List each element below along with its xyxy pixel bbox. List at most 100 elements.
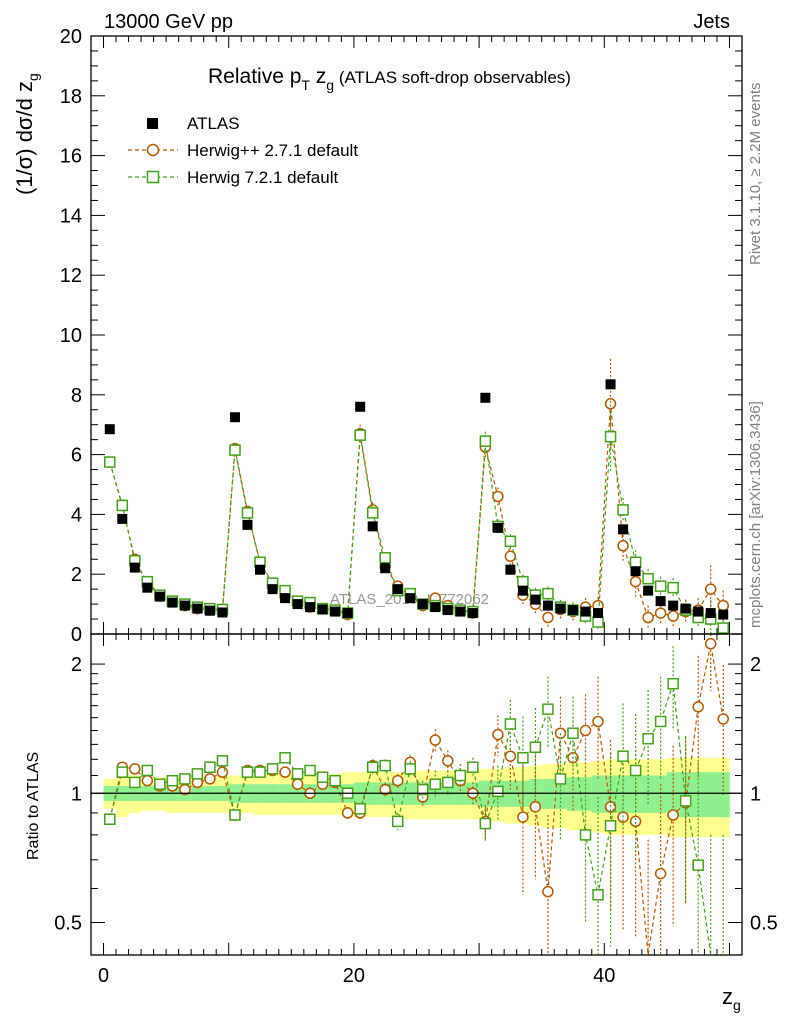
point-main-herwig7 [604, 430, 617, 443]
point-ratio-herwig7 [492, 785, 504, 798]
point-ratio-herwig7 [141, 764, 154, 777]
point-ratio-herwigpp [442, 755, 454, 767]
point-ratio-herwig7 [567, 727, 579, 739]
point-main-atlas [705, 608, 716, 619]
point-ratio-herwig7 [604, 820, 617, 832]
main-panel-marks [104, 358, 729, 634]
point-main-atlas [430, 602, 441, 613]
plot-title: Relative pT zg (ATLAS soft-drop observab… [208, 65, 571, 93]
point-main-herwig7 [354, 429, 366, 441]
band-inner-bin [579, 777, 593, 811]
point-main-atlas [480, 392, 491, 403]
y-tick-label-main: 18 [60, 86, 82, 108]
y-tick-label-ratio-right: 1 [750, 783, 761, 805]
source-label: mcplots.cern.ch [arXiv:1306.3436] [747, 401, 764, 628]
point-main-atlas [567, 605, 578, 616]
y-tick-label-main: 10 [60, 325, 82, 347]
point-ratio-herwig7 [154, 778, 166, 790]
point-main-atlas [630, 566, 641, 577]
point-ratio-herwig7 [366, 761, 379, 773]
point-ratio-herwig7 [116, 766, 129, 778]
point-ratio-herwigpp [129, 763, 141, 775]
point-main-atlas [492, 522, 503, 533]
point-ratio-herwigpp [579, 724, 592, 737]
point-ratio-herwig7 [592, 889, 604, 901]
point-main-atlas [154, 591, 165, 602]
point-ratio-herwig7 [266, 763, 279, 775]
band-inner-bin [704, 772, 718, 818]
point-main-herwig7 [504, 535, 517, 548]
point-main-atlas [142, 582, 153, 593]
title-var-sub: g [326, 77, 334, 93]
point-ratio-herwig7 [454, 769, 467, 782]
point-main-herwigpp [704, 583, 717, 595]
legend: ATLAS Herwig++ 2.7.1 default Herwig 7.2.… [128, 114, 358, 187]
point-ratio-herwig7 [354, 803, 366, 815]
point-main-herwigpp [542, 611, 554, 624]
point-ratio-herwig7 [254, 766, 266, 778]
point-main-herwigpp [604, 398, 617, 410]
process-label: Jets [693, 11, 730, 33]
x-tick-label: 40 [593, 965, 615, 987]
point-ratio-herwig7 [679, 795, 692, 807]
point-main-herwigpp [629, 575, 642, 588]
point-main-herwig7 [229, 444, 241, 456]
point-ratio-herwigpp [341, 807, 354, 819]
x-axis-label-sub: g [733, 997, 741, 1013]
y-tick-label-ratio-right: 2 [750, 654, 761, 676]
point-main-atlas [292, 599, 303, 610]
point-main-herwig7 [517, 575, 529, 588]
point-main-atlas [204, 605, 215, 616]
point-main-herwigpp [492, 490, 504, 503]
point-main-atlas [129, 562, 140, 573]
point-main-atlas [342, 608, 353, 619]
point-ratio-herwigpp [629, 815, 642, 828]
point-main-herwig7 [642, 572, 654, 585]
point-main-atlas [655, 596, 666, 607]
title-main: Relative p [208, 65, 301, 88]
legend-marker-herwigpp [146, 143, 160, 157]
y-axis-label-main-text: (1/σ) dσ/d z [12, 81, 37, 195]
point-ratio-herwig7 [241, 766, 254, 778]
point-main-herwig7 [479, 435, 492, 447]
point-main-atlas [405, 593, 416, 604]
point-ratio-herwig7 [204, 761, 216, 773]
point-main-herwig7 [241, 507, 254, 519]
point-main-atlas [167, 597, 178, 608]
point-ratio-herwigpp [692, 701, 704, 713]
point-main-atlas [593, 608, 604, 619]
point-ratio-herwigpp [667, 809, 679, 821]
point-main-atlas [555, 603, 566, 614]
point-main-atlas [255, 564, 266, 575]
point-ratio-herwig7 [629, 764, 642, 777]
title-main-sub: T [301, 77, 310, 93]
point-ratio-herwigpp [379, 783, 391, 796]
point-main-atlas [192, 603, 203, 614]
point-main-herwig7 [116, 499, 129, 512]
point-ratio-herwig7 [229, 809, 241, 821]
point-main-atlas [530, 594, 541, 605]
beam-label: 13000 GeV pp [104, 11, 233, 33]
point-ratio-herwigpp [517, 811, 529, 823]
y-tick-label-ratio-left: 1 [71, 783, 82, 805]
band-inner-bin [591, 775, 605, 813]
x-tick-label: 0 [98, 965, 109, 987]
y-tick-label-main: 6 [71, 445, 82, 467]
point-main-atlas [442, 605, 453, 616]
point-ratio-herwig7 [166, 774, 179, 787]
point-main-atlas [242, 519, 253, 530]
rivet-label: Rivet 3.1.10, ≥ 2.2M events [747, 83, 764, 266]
point-main-herwigpp [642, 611, 654, 624]
point-ratio-herwigpp [654, 867, 667, 880]
title-var: z [310, 65, 326, 88]
point-ratio-herwigpp [291, 778, 304, 790]
point-main-atlas [517, 585, 528, 596]
point-main-atlas [580, 606, 591, 617]
point-main-herwigpp [654, 607, 667, 619]
point-main-atlas [117, 513, 128, 524]
point-ratio-herwig7 [467, 761, 479, 773]
point-main-atlas [367, 521, 378, 532]
point-ratio-herwigpp [391, 774, 404, 787]
point-main-atlas [330, 606, 341, 617]
